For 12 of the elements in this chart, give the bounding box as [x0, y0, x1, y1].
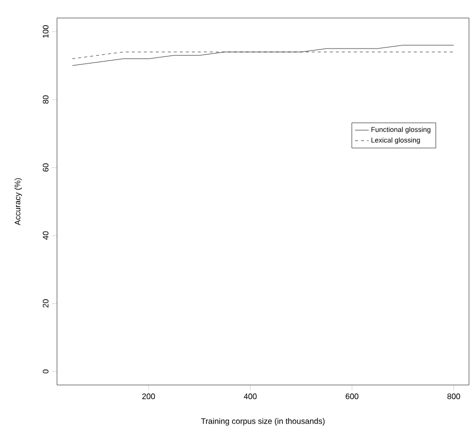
- y-axis-title: Accuracy (%): [14, 178, 22, 226]
- y-tick-label: 100: [42, 25, 48, 38]
- x-tick-label: 200: [142, 394, 155, 400]
- y-tick-label: 60: [42, 163, 48, 172]
- x-tick-label: 800: [447, 394, 460, 400]
- y-tick-label: 40: [42, 231, 48, 240]
- y-tick-label: 80: [42, 95, 48, 104]
- x-tick-label: 600: [346, 394, 358, 400]
- x-axis-title: Training corpus size (in thousands): [201, 418, 325, 426]
- y-tick-label: 20: [42, 299, 48, 308]
- y-tick-label: 0: [42, 369, 48, 374]
- x-tick-label: 400: [244, 394, 257, 400]
